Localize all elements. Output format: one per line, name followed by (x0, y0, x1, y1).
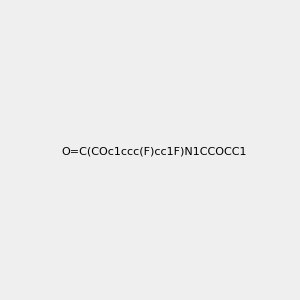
Text: O=C(COc1ccc(F)cc1F)N1CCOCC1: O=C(COc1ccc(F)cc1F)N1CCOCC1 (61, 146, 247, 157)
